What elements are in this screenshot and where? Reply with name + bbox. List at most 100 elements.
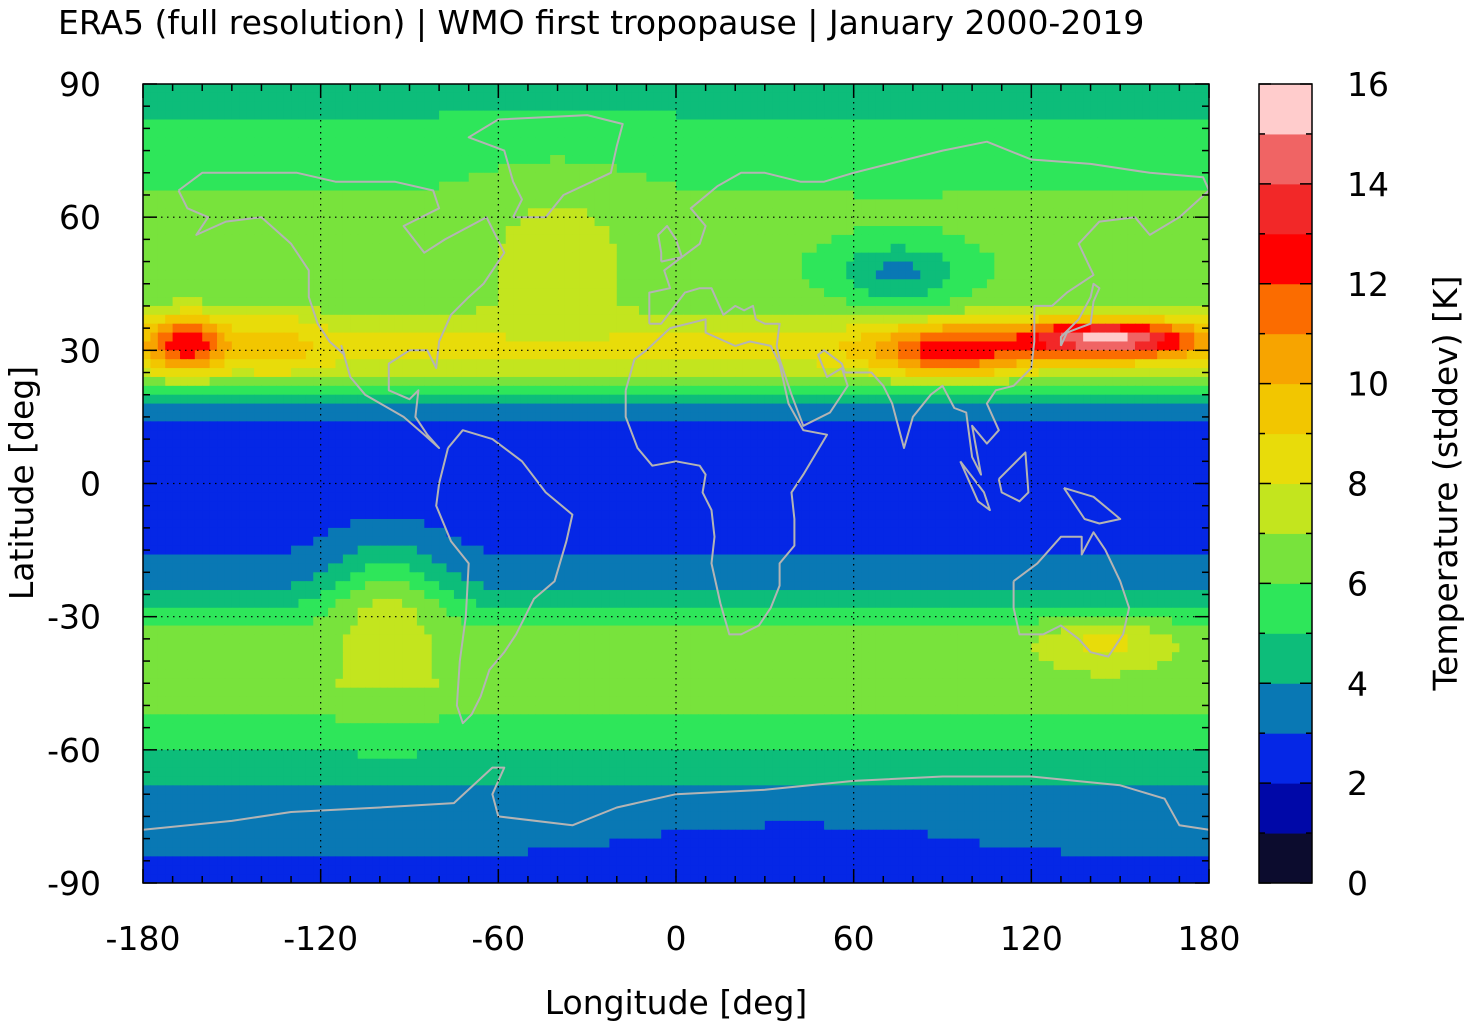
field-cell (1038, 323, 1047, 334)
field-cell (816, 199, 825, 209)
field-cell (1016, 252, 1025, 263)
field-cell (631, 234, 640, 245)
field-cell (594, 101, 603, 112)
field-cell (209, 199, 218, 209)
field-cell (875, 155, 884, 165)
field-cell (564, 359, 573, 369)
field-cell (1120, 323, 1129, 334)
field-cell (676, 208, 684, 218)
field-cell (735, 234, 744, 245)
field-cell (779, 181, 788, 192)
field-cell (328, 368, 337, 378)
field-cell (1009, 270, 1018, 280)
field-cell (1186, 226, 1195, 236)
field-cell (1097, 92, 1106, 103)
field-cell (824, 146, 833, 156)
field-cell (180, 279, 189, 289)
field-cell (705, 226, 714, 236)
field-cell (1097, 110, 1106, 121)
field-cell (927, 146, 936, 156)
field-cell (1194, 368, 1203, 378)
field-cell (1149, 341, 1158, 351)
field-cell (283, 270, 292, 280)
field-cell (209, 181, 218, 192)
field-cell (727, 359, 736, 369)
field-cell (165, 172, 174, 183)
field-cell (1038, 332, 1047, 343)
field-cell (727, 226, 736, 236)
field-cell (335, 314, 344, 325)
field-cell (653, 181, 662, 192)
field-cell (365, 92, 374, 103)
field-cell (742, 234, 751, 245)
field-cell (209, 243, 218, 254)
field-cell (387, 261, 396, 272)
field-cell (379, 181, 388, 192)
field-cell (387, 252, 396, 263)
field-cell (165, 314, 174, 325)
field-cell (653, 368, 662, 378)
field-cell (446, 217, 455, 227)
field-cell (305, 234, 314, 245)
field-cell (750, 279, 759, 289)
field-cell (927, 190, 936, 201)
field-cell (609, 323, 618, 334)
field-cell (320, 243, 329, 254)
field-cell (328, 261, 337, 272)
field-cell (875, 234, 884, 245)
field-cell (357, 226, 366, 236)
field-cell (328, 279, 337, 289)
field-cell (824, 288, 833, 298)
field-cell (957, 190, 966, 201)
field-cell (1105, 332, 1114, 343)
field-cell (246, 119, 255, 129)
field-cell (350, 226, 359, 236)
field-cell (550, 146, 559, 156)
field-cell (638, 137, 647, 147)
field-cell (416, 323, 425, 334)
field-cell (676, 110, 684, 121)
field-cell (1157, 155, 1166, 165)
field-cell (342, 261, 351, 272)
field-cell (172, 385, 181, 396)
field-cell (690, 359, 699, 369)
field-cell (224, 181, 233, 192)
field-cell (890, 172, 899, 183)
field-cell (1038, 128, 1047, 138)
field-cell (713, 243, 722, 254)
field-cell (601, 92, 610, 103)
field-cell (527, 341, 536, 351)
field-cell (1083, 323, 1092, 334)
field-cell (935, 181, 944, 192)
field-cell (1149, 163, 1158, 174)
field-cell (979, 270, 988, 280)
field-cell (616, 279, 625, 289)
field-cell (853, 297, 862, 307)
field-cell (587, 234, 596, 245)
field-cell (1016, 190, 1025, 201)
field-cell (905, 359, 914, 369)
field-cell (883, 128, 892, 138)
field-cell (394, 288, 403, 298)
field-cell (1031, 376, 1040, 387)
field-cell (424, 119, 433, 129)
field-cell (1075, 128, 1084, 138)
field-cell (935, 359, 944, 369)
field-cell (698, 199, 707, 209)
field-cell (172, 226, 181, 236)
field-cell (246, 341, 255, 351)
field-cell (994, 199, 1003, 209)
field-cell (1171, 279, 1180, 289)
field-cell (379, 252, 388, 263)
field-cell (557, 341, 566, 351)
field-cell (527, 305, 536, 316)
field-cell (809, 270, 818, 280)
field-cell (483, 243, 492, 254)
field-cell (231, 226, 240, 236)
field-cell (653, 359, 662, 369)
field-cell (838, 234, 847, 245)
field-cell (912, 172, 921, 183)
field-cell (794, 314, 803, 325)
field-cell (587, 208, 596, 218)
field-cell (594, 190, 603, 201)
